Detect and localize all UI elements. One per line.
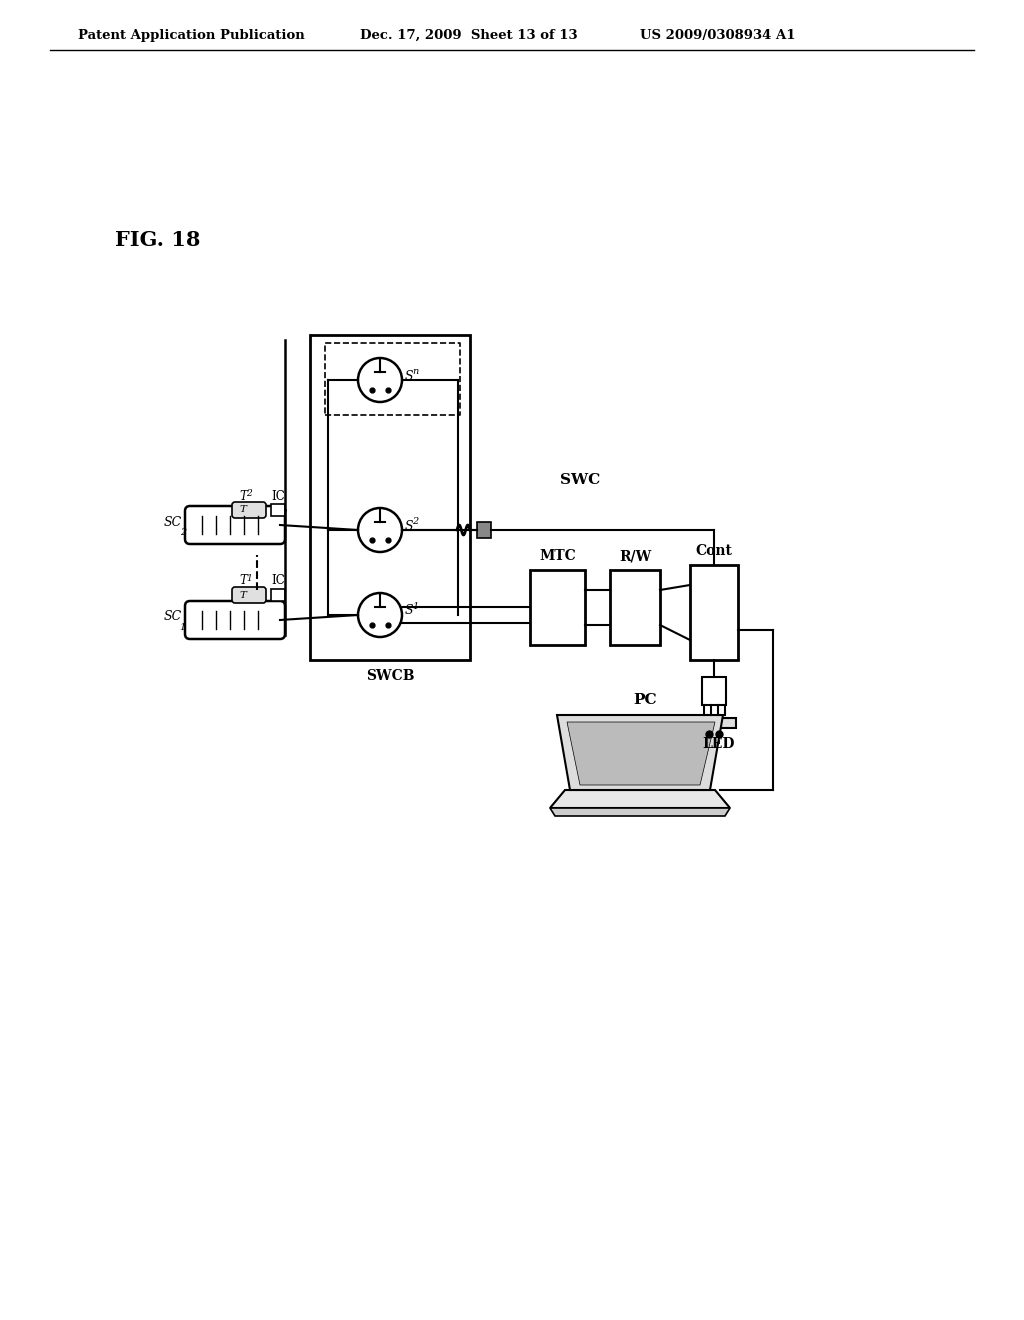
- Text: SWC: SWC: [560, 473, 600, 487]
- Polygon shape: [550, 808, 730, 816]
- Bar: [692, 718, 736, 729]
- Text: T: T: [240, 506, 247, 515]
- Text: Dec. 17, 2009  Sheet 13 of 13: Dec. 17, 2009 Sheet 13 of 13: [360, 29, 578, 41]
- Text: SC: SC: [164, 610, 182, 623]
- Text: T: T: [239, 490, 247, 503]
- Text: US 2009/0308934 A1: US 2009/0308934 A1: [640, 29, 796, 41]
- Text: T: T: [240, 590, 247, 599]
- Text: LED: LED: [702, 737, 735, 751]
- Text: S: S: [406, 370, 414, 383]
- Bar: [690, 565, 738, 660]
- Text: 2: 2: [180, 528, 186, 537]
- Text: SC: SC: [164, 516, 182, 528]
- Polygon shape: [557, 715, 723, 789]
- Text: 1: 1: [246, 574, 252, 583]
- Text: FIG. 18: FIG. 18: [115, 230, 201, 249]
- Bar: [702, 677, 726, 705]
- Bar: [271, 504, 285, 516]
- FancyBboxPatch shape: [232, 502, 266, 517]
- Text: IC: IC: [271, 490, 285, 503]
- Text: PC: PC: [633, 693, 656, 708]
- Text: 1: 1: [180, 623, 186, 632]
- Text: IC: IC: [271, 574, 285, 587]
- Bar: [477, 521, 490, 539]
- Text: T: T: [239, 574, 247, 587]
- Text: S: S: [406, 605, 414, 618]
- Text: 1: 1: [412, 602, 418, 611]
- Text: R/W: R/W: [618, 549, 651, 564]
- Text: Cont: Cont: [695, 544, 732, 558]
- Text: SWCB: SWCB: [366, 669, 415, 682]
- FancyBboxPatch shape: [232, 587, 266, 603]
- Text: MTC: MTC: [539, 549, 575, 564]
- Text: n: n: [412, 367, 418, 376]
- Bar: [610, 570, 660, 645]
- Bar: [310, 335, 470, 660]
- Bar: [271, 589, 285, 601]
- Text: 2: 2: [246, 488, 252, 498]
- Polygon shape: [550, 789, 730, 808]
- Polygon shape: [567, 722, 715, 785]
- Text: S: S: [406, 520, 414, 532]
- Text: Patent Application Publication: Patent Application Publication: [78, 29, 305, 41]
- Bar: [530, 570, 585, 645]
- Text: 2: 2: [412, 517, 418, 525]
